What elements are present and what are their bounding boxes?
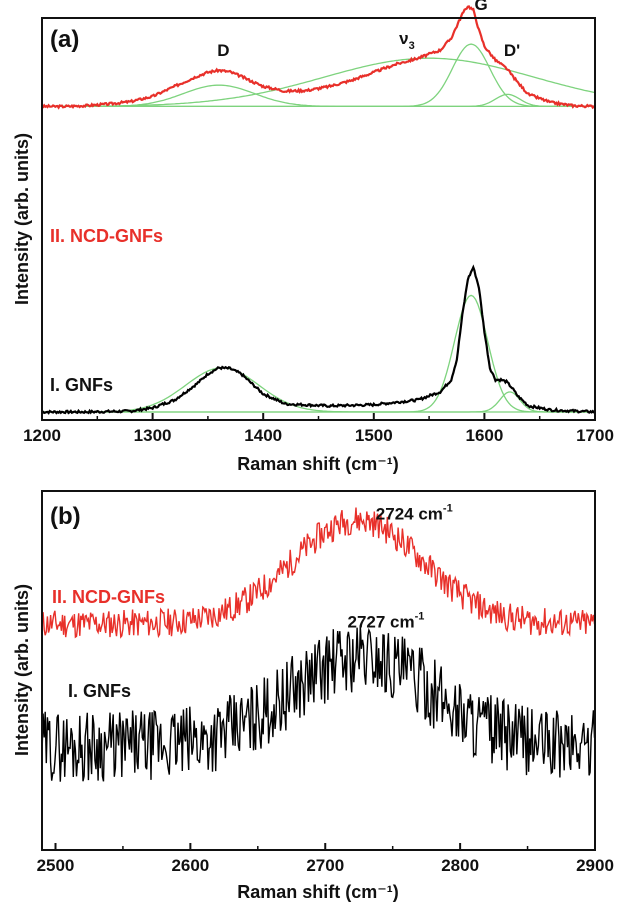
x-tick-label: 1200 [23, 426, 61, 445]
x-tick-label: 2900 [576, 856, 614, 875]
peak-label: G [474, 0, 487, 14]
x-ticks-b: 2500 2600 2700 2800 2900 [37, 843, 614, 875]
peak-label: 2727 cm-1 [347, 610, 424, 631]
fit-peak-curve [42, 93, 595, 108]
y-axis-title-a: Intensity (arb. units) [12, 133, 32, 305]
x-ticks-a: 1200 1300 1400 1500 1600 1700 [23, 413, 614, 445]
x-tick-label: 2500 [37, 856, 75, 875]
x-tick-label: 1500 [355, 426, 393, 445]
x-tick-label: 2700 [306, 856, 344, 875]
x-tick-label: 1700 [576, 426, 614, 445]
y-axis-title-b: Intensity (arb. units) [12, 584, 32, 756]
spectrum-line [41, 625, 596, 782]
panel-label-a: (a) [50, 26, 79, 53]
spectrum-line [41, 507, 596, 639]
plot-frame-b [41, 490, 596, 851]
x-axis-title-b: Raman shift (cm⁻¹) [237, 882, 399, 902]
panel-label-b: (b) [50, 503, 81, 530]
x-tick-label: 2800 [441, 856, 479, 875]
spectrum-line [41, 5, 596, 110]
x-axis-title-a: Raman shift (cm⁻¹) [237, 454, 399, 474]
series-label-a-gnf: I. GNFs [50, 375, 113, 395]
fit-peak-curve [42, 367, 595, 413]
x-tick-label: 1400 [244, 426, 282, 445]
series-label-a-ncd: II. NCD-GNFs [50, 226, 163, 246]
panel-a: 1200 1300 1400 1500 1600 1700 (a) II. NCD-GNF… [12, 0, 614, 474]
x-tick-label: 1600 [465, 426, 503, 445]
spectra-a [41, 5, 596, 415]
peak-label: 2724 cm-1 [376, 503, 453, 524]
peak-labels-a: Dν3 G D' [217, 0, 520, 60]
series-label-b-gnf: I. GNFs [68, 681, 131, 701]
peak-label: D' [504, 41, 520, 60]
x-tick-label: 2600 [171, 856, 209, 875]
x-tick-label: 1300 [134, 426, 172, 445]
peak-label: ν3 [399, 29, 415, 52]
spectrum-line [41, 264, 596, 415]
spectra-b [41, 507, 596, 782]
fit-peak-curve [42, 57, 596, 108]
panel-b: 2500 2600 2700 2800 2900 (b) II. NCD-GNFs I.… [12, 490, 614, 902]
series-label-b-ncd: II. NCD-GNFs [52, 587, 165, 607]
peak-label: D [217, 41, 229, 60]
fit-peak-curve [42, 294, 595, 413]
peak-labels-b: 2724 cm-1 2727 cm-1 [347, 503, 452, 632]
